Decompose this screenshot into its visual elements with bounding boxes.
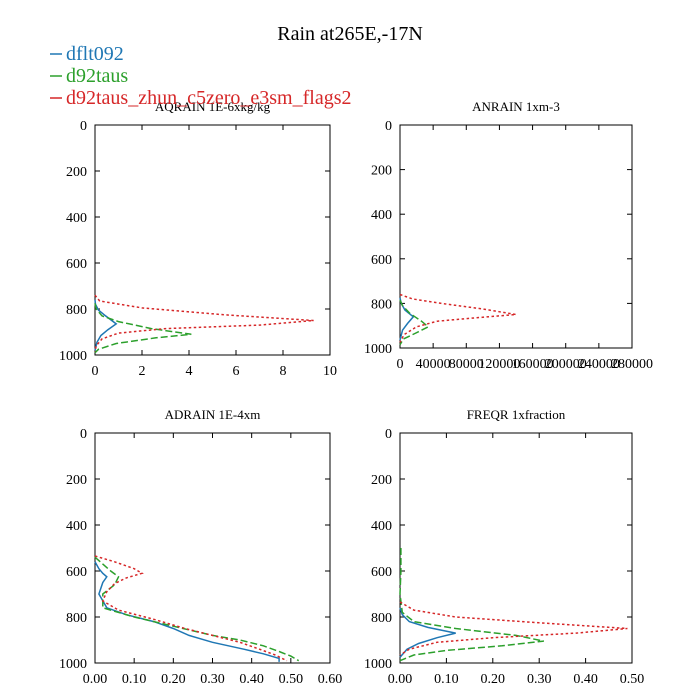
plot-frame <box>399 432 633 664</box>
y-tick-label: 400 <box>371 519 392 534</box>
panel-1: AQRAIN 1E-6xkg/kg 0 200 400 600 800 1000 0 2 4 6 8 1… <box>59 99 337 379</box>
legend: dflt092d92tausd92taus_zhun_c5zero_e3sm_f… <box>50 43 351 109</box>
y-tick-label: 600 <box>66 565 87 580</box>
series-line-dflt092 <box>399 607 456 658</box>
plot-frame <box>94 432 331 664</box>
y-tick-label: 400 <box>66 211 87 226</box>
y-tick-label: 0 <box>80 119 87 134</box>
x-tick-label: 10 <box>323 364 337 379</box>
legend-label: dflt092 <box>66 43 124 65</box>
y-tick-label: 800 <box>371 611 392 626</box>
x-tick-label: 240000 <box>578 357 620 372</box>
series-line-d92taus_zhun_c5zero_e3sm_flags2 <box>399 293 517 343</box>
x-tick-label: 280000 <box>611 357 653 372</box>
x-tick-label: 0.30 <box>200 672 225 687</box>
y-tick-label: 600 <box>371 253 392 268</box>
panel-title: FREQR 1xfraction <box>467 407 566 422</box>
y-tick-label: 600 <box>371 565 392 580</box>
series-line-d92taus <box>399 548 544 662</box>
x-tick-label: 8 <box>280 364 287 379</box>
x-tick-label: 120000 <box>478 357 520 372</box>
series-line-d92taus <box>94 303 192 354</box>
y-tick-label: 400 <box>371 208 392 223</box>
x-tick-label: 4 <box>186 364 193 379</box>
panel-title: ANRAIN 1xm-3 <box>472 99 560 114</box>
x-tick-label: 0.40 <box>573 672 598 687</box>
x-tick-label: 0.20 <box>481 672 506 687</box>
y-tick-label: 200 <box>371 473 392 488</box>
y-tick-label: 800 <box>66 611 87 626</box>
y-tick-label: 600 <box>66 257 87 272</box>
y-tick-label: 1000 <box>59 657 87 672</box>
legend-entry: d92taus_zhun_c5zero_e3sm_flags2 <box>50 87 351 109</box>
x-tick-label: 0.10 <box>122 672 147 687</box>
panel-2: ANRAIN 1xm-3 0 200 400 600 800 1000 0 4000080000… <box>364 99 653 372</box>
plot-frame <box>94 124 331 356</box>
series-line-d92taus_zhun_c5zero_e3sm_flags2 <box>94 555 288 662</box>
y-tick-label: 1000 <box>364 657 392 672</box>
series-line-d92taus_zhun_c5zero_e3sm_flags2 <box>399 601 628 656</box>
y-tick-label: 1000 <box>59 349 87 364</box>
x-tick-label: 0.50 <box>279 672 304 687</box>
y-tick-label: 1000 <box>364 342 392 357</box>
x-tick-label: 2 <box>139 364 146 379</box>
y-tick-label: 800 <box>371 297 392 312</box>
x-tick-label: 0.30 <box>527 672 552 687</box>
y-tick-label: 400 <box>66 519 87 534</box>
x-tick-label: 40000 <box>416 357 451 372</box>
x-tick-label: 0.20 <box>161 672 186 687</box>
x-tick-label: 0.50 <box>620 672 645 687</box>
legend-label: d92taus <box>66 65 128 87</box>
y-tick-label: 0 <box>385 427 392 442</box>
y-tick-label: 200 <box>66 165 87 180</box>
legend-label: d92taus_zhun_c5zero_e3sm_flags2 <box>66 87 351 109</box>
series-line-d92taus <box>94 556 300 662</box>
legend-entry: dflt092 <box>50 43 124 65</box>
x-tick-label: 160000 <box>512 357 554 372</box>
y-tick-label: 800 <box>66 303 87 318</box>
series-line-d92taus_zhun_c5zero_e3sm_flags2 <box>94 294 314 352</box>
series-line-dflt092 <box>94 299 118 351</box>
x-tick-label: 0.00 <box>83 672 108 687</box>
x-tick-label: 200000 <box>545 357 587 372</box>
y-tick-label: 200 <box>371 164 392 179</box>
figure-title: Rain at265E,-17N <box>277 23 423 45</box>
panel-title: AQRAIN 1E-6xkg/kg <box>155 99 271 114</box>
y-tick-label: 0 <box>80 427 87 442</box>
x-tick-label: 0.40 <box>239 672 264 687</box>
x-tick-label: 0 <box>92 364 99 379</box>
plot-frame <box>399 124 633 349</box>
series-line-d92taus <box>399 299 430 346</box>
x-tick-label: 80000 <box>449 357 484 372</box>
x-tick-label: 6 <box>233 364 240 379</box>
y-tick-label: 0 <box>385 119 392 134</box>
legend-entry: d92taus <box>50 65 128 87</box>
y-tick-label: 200 <box>66 473 87 488</box>
x-tick-label: 0 <box>397 357 404 372</box>
panel-title: ADRAIN 1E-4xm <box>165 407 261 422</box>
x-tick-label: 0.00 <box>388 672 413 687</box>
x-tick-label: 0.60 <box>318 672 343 687</box>
x-tick-label: 0.10 <box>434 672 459 687</box>
